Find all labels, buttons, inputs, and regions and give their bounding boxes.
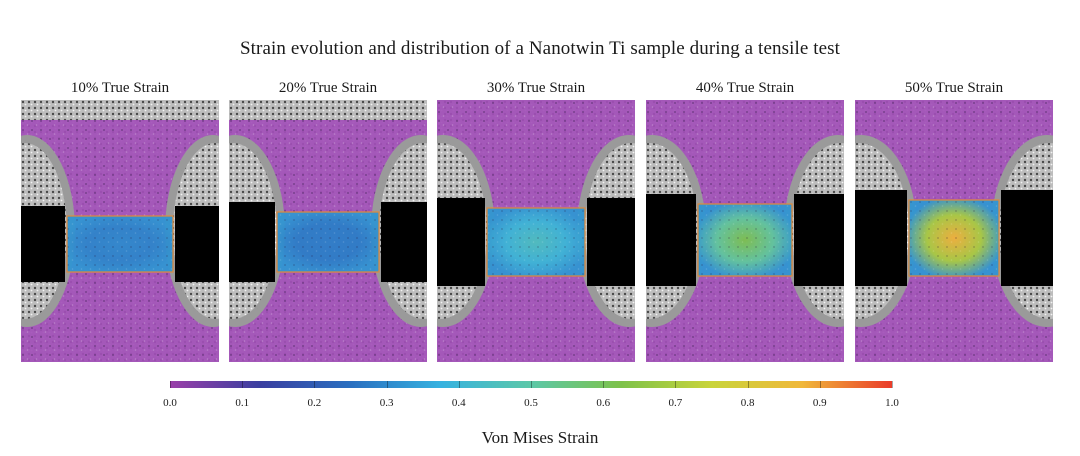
colorbar-tickmark [819,381,821,388]
colorbar-tick-label: 0.0 [163,397,177,409]
colorbar-tickmark [314,381,316,388]
gauge-outline [486,207,586,277]
specimen-image [21,100,219,362]
right-notch-gap [587,198,635,286]
gauge-outline [66,215,174,273]
colorbar-tickmark [747,381,749,388]
panel-label: 20% True Strain [278,80,378,96]
colorbar-tickmark [603,381,605,388]
colorbar-tick-label: 0.2 [307,397,322,409]
colorbar-tickmark [242,381,244,388]
colorbar [170,381,892,388]
left-notch-gap [855,190,907,286]
gauge-texture [909,200,999,276]
colorbar-tick-label: 0.5 [524,397,538,409]
gauge-outline [697,203,793,277]
left-notch-gap [437,198,485,286]
specimen-image [646,100,844,362]
specimen-image [437,100,635,362]
colorbar-tickmark [170,381,171,388]
colorbar-tickmark [458,381,460,388]
colorbar-tick-label: 0.1 [235,397,250,409]
colorbar-tickmark [531,381,532,388]
gauge-outline [908,199,1000,277]
panel-label: 50% True Strain [904,80,1004,96]
gauge-texture [67,216,173,272]
gauge-outline [276,211,380,273]
left-notch-gap [646,194,696,286]
panel-label: 40% True Strain [695,80,795,96]
right-notch-gap [381,202,427,282]
colorbar-tick-label: 0.4 [451,397,466,409]
specimen-image [855,100,1053,362]
gauge-texture [698,204,792,276]
right-notch-gap [794,194,844,286]
gauge-texture [277,212,379,272]
colorbar-tick-label: 0.9 [812,397,827,409]
colorbar-tickmark [386,381,388,388]
colorbar-tick-label: 0.3 [379,397,394,409]
colorbar-tick-label: 1.0 [885,397,899,409]
right-notch-gap [1001,190,1053,286]
colorbar-tickmark [892,381,893,388]
panel-label: 30% True Strain [486,80,586,96]
left-notch-gap [21,206,65,282]
gauge-texture [487,208,585,276]
colorbar-label: Von Mises Strain [481,428,599,447]
colorbar-tickmark [675,381,677,388]
right-notch-gap [175,206,219,282]
figure-title: Strain evolution and distribution of a N… [239,38,840,59]
left-notch-gap [229,202,275,282]
colorbar-tick-label: 0.7 [668,397,683,409]
colorbar-tick-label: 0.6 [596,397,611,409]
panel-label: 10% True Strain [70,80,170,96]
specimen-image [229,100,427,362]
colorbar-tick-label: 0.8 [740,397,755,409]
